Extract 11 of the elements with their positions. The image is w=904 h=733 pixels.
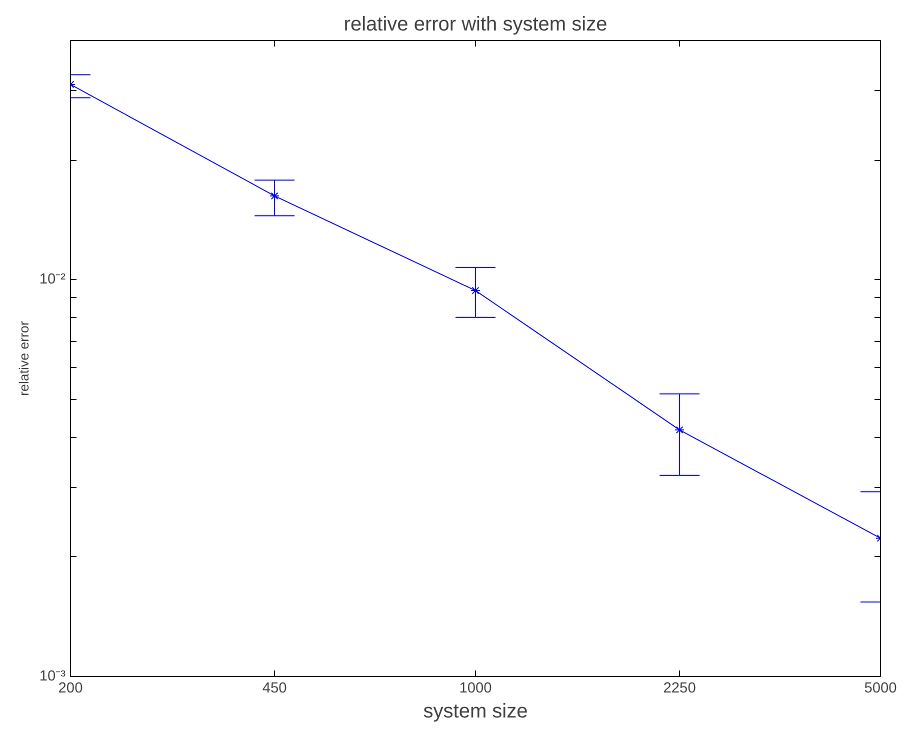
x-tick-label: 5000: [864, 680, 897, 696]
x-axis-title: system size: [423, 700, 528, 722]
chart-title: relative error with system size: [344, 14, 608, 36]
x-tick-label: 200: [58, 680, 83, 696]
x-tick-label: 450: [262, 680, 287, 696]
point: [470, 286, 480, 296]
point: [270, 190, 280, 201]
x-tick-label: 2250: [663, 680, 696, 696]
y-tick-label: 10⁻²: [39, 272, 66, 288]
y-axis-title: relative error: [16, 320, 32, 396]
x-tick-label: 1000: [459, 680, 492, 696]
